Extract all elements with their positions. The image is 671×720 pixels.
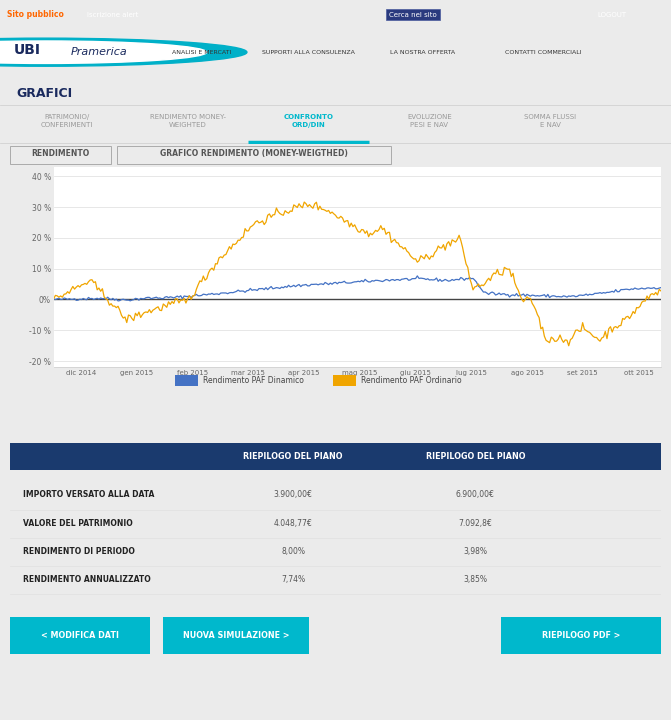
Text: 3,98%: 3,98% — [464, 546, 487, 556]
FancyBboxPatch shape — [175, 374, 198, 387]
Text: 4.048,77€: 4.048,77€ — [274, 518, 313, 528]
Text: SOMMA FLUSSI
E NAV: SOMMA FLUSSI E NAV — [524, 114, 576, 127]
Text: 3,85%: 3,85% — [464, 575, 487, 584]
Text: 7,74%: 7,74% — [281, 575, 305, 584]
Text: Cerca nel sito: Cerca nel sito — [389, 12, 437, 17]
Circle shape — [0, 38, 247, 66]
Text: Iscrizione alert: Iscrizione alert — [87, 12, 139, 17]
Text: RENDIMENTO: RENDIMENTO — [31, 149, 89, 158]
Text: RIEPILOGO DEL PIANO: RIEPILOGO DEL PIANO — [425, 452, 525, 461]
FancyBboxPatch shape — [10, 443, 661, 470]
Text: IMPORTO VERSATO ALLA DATA: IMPORTO VERSATO ALLA DATA — [23, 490, 154, 500]
Text: GRAFICI: GRAFICI — [17, 87, 73, 100]
Text: EVOLUZIONE
PESI E NAV: EVOLUZIONE PESI E NAV — [407, 114, 452, 127]
FancyBboxPatch shape — [10, 616, 150, 654]
Text: CONTATTI COMMERCIALI: CONTATTI COMMERCIALI — [505, 50, 582, 55]
Text: 8,00%: 8,00% — [281, 546, 305, 556]
Text: LOGOUT: LOGOUT — [597, 12, 626, 17]
Text: UBI: UBI — [13, 43, 40, 57]
Text: GRAFICO RENDIMENTO (MONEY-WEIGTHED): GRAFICO RENDIMENTO (MONEY-WEIGTHED) — [160, 149, 348, 158]
Text: RENDIMENTO ANNUALIZZATO: RENDIMENTO ANNUALIZZATO — [23, 575, 151, 584]
FancyBboxPatch shape — [163, 616, 309, 654]
Text: Sito pubblico: Sito pubblico — [7, 10, 64, 19]
Text: RIEPILOGO PDF >: RIEPILOGO PDF > — [541, 631, 620, 640]
Text: RENDIMENTO MONEY-
WEIGHTED: RENDIMENTO MONEY- WEIGHTED — [150, 114, 226, 127]
Text: 3.900,00€: 3.900,00€ — [274, 490, 313, 500]
FancyBboxPatch shape — [333, 374, 356, 387]
FancyBboxPatch shape — [10, 145, 111, 164]
Text: 6.900,00€: 6.900,00€ — [456, 490, 495, 500]
Text: Pramerica: Pramerica — [70, 48, 127, 57]
FancyBboxPatch shape — [501, 616, 661, 654]
Text: NUOVA SIMULAZIONE >: NUOVA SIMULAZIONE > — [183, 631, 289, 640]
FancyBboxPatch shape — [117, 145, 391, 164]
Text: RENDIMENTO DI PERIODO: RENDIMENTO DI PERIODO — [23, 546, 135, 556]
Text: Rendimento PAF Ordinario: Rendimento PAF Ordinario — [361, 376, 462, 385]
Text: 7.092,8€: 7.092,8€ — [458, 518, 493, 528]
Text: PATRIMONIO/
CONFERIMENTI: PATRIMONIO/ CONFERIMENTI — [41, 114, 93, 127]
Text: SUPPORTI ALLA CONSULENZA: SUPPORTI ALLA CONSULENZA — [262, 50, 355, 55]
Text: CONFRONTO
ORD/DIN: CONFRONTO ORD/DIN — [284, 114, 333, 127]
Circle shape — [0, 41, 207, 63]
Text: ANALISI E MERCATI: ANALISI E MERCATI — [172, 50, 231, 55]
Text: VALORE DEL PATRIMONIO: VALORE DEL PATRIMONIO — [23, 518, 133, 528]
Text: < MODIFICA DATI: < MODIFICA DATI — [41, 631, 119, 640]
Text: RIEPILOGO DEL PIANO: RIEPILOGO DEL PIANO — [244, 452, 343, 461]
Text: Rendimento PAF Dinamico: Rendimento PAF Dinamico — [203, 376, 304, 385]
Text: LA NOSTRA OFFERTA: LA NOSTRA OFFERTA — [390, 50, 456, 55]
